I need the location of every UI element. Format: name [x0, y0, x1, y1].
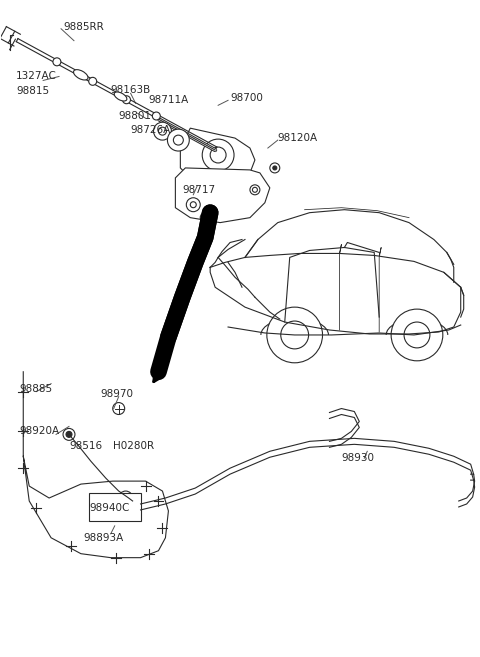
Circle shape: [391, 309, 443, 361]
Text: 1327AC: 1327AC: [16, 72, 57, 81]
Circle shape: [202, 139, 234, 171]
Ellipse shape: [114, 92, 127, 101]
Text: 98893A: 98893A: [83, 533, 123, 543]
Circle shape: [122, 96, 131, 104]
Text: 98930: 98930: [341, 453, 374, 463]
FancyBboxPatch shape: [89, 493, 141, 521]
Circle shape: [168, 129, 189, 151]
Circle shape: [210, 147, 226, 163]
Text: 98970: 98970: [101, 389, 134, 399]
Polygon shape: [175, 168, 270, 223]
Circle shape: [119, 491, 132, 505]
Circle shape: [113, 403, 125, 415]
Text: 98711A: 98711A: [148, 95, 189, 105]
Circle shape: [154, 122, 171, 140]
Text: 98726A: 98726A: [131, 125, 171, 135]
Text: 98516: 98516: [69, 442, 102, 451]
Text: 98120A: 98120A: [278, 133, 318, 143]
Circle shape: [89, 78, 96, 85]
Circle shape: [173, 135, 183, 145]
Circle shape: [66, 432, 72, 438]
Circle shape: [53, 58, 61, 66]
Text: 98885: 98885: [19, 384, 52, 394]
Text: 9885RR: 9885RR: [63, 22, 104, 32]
Circle shape: [152, 112, 160, 120]
Text: 98717: 98717: [182, 185, 216, 195]
Text: 98163B: 98163B: [111, 85, 151, 95]
Circle shape: [281, 321, 309, 349]
Text: H0280R: H0280R: [113, 442, 154, 451]
Circle shape: [273, 166, 277, 170]
Circle shape: [404, 322, 430, 348]
Circle shape: [190, 202, 196, 208]
Circle shape: [267, 307, 323, 363]
Circle shape: [158, 127, 167, 135]
Text: 98801: 98801: [119, 111, 152, 122]
Text: 98700: 98700: [230, 93, 263, 103]
Text: 98940C: 98940C: [89, 503, 129, 513]
Circle shape: [203, 215, 208, 220]
Polygon shape: [180, 128, 255, 182]
Ellipse shape: [73, 70, 88, 80]
Circle shape: [250, 185, 260, 194]
Circle shape: [186, 198, 200, 212]
Circle shape: [200, 213, 210, 223]
Circle shape: [123, 495, 129, 501]
Text: 98815: 98815: [16, 86, 49, 97]
Circle shape: [63, 428, 75, 440]
Circle shape: [270, 163, 280, 173]
Circle shape: [252, 187, 257, 193]
Text: 98920A: 98920A: [19, 426, 60, 436]
